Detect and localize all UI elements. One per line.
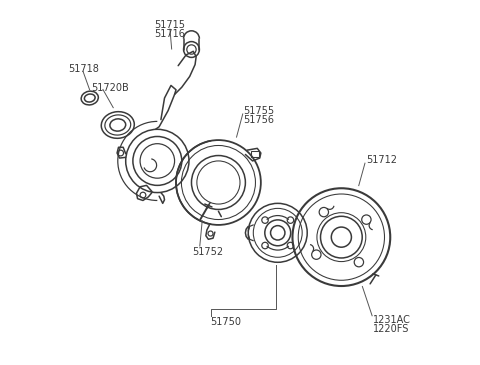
Text: 1220FS: 1220FS: [373, 324, 409, 334]
Text: 1231AC: 1231AC: [373, 315, 411, 325]
Text: 51750: 51750: [211, 317, 241, 327]
Text: 51716: 51716: [155, 30, 185, 39]
Text: 51718: 51718: [68, 64, 99, 74]
Text: 51756: 51756: [243, 115, 275, 124]
Text: 51712: 51712: [366, 155, 397, 165]
Text: 51720B: 51720B: [91, 83, 129, 93]
Text: 51755: 51755: [243, 105, 275, 116]
Text: 51752: 51752: [192, 246, 224, 257]
Text: 51715: 51715: [155, 20, 185, 30]
